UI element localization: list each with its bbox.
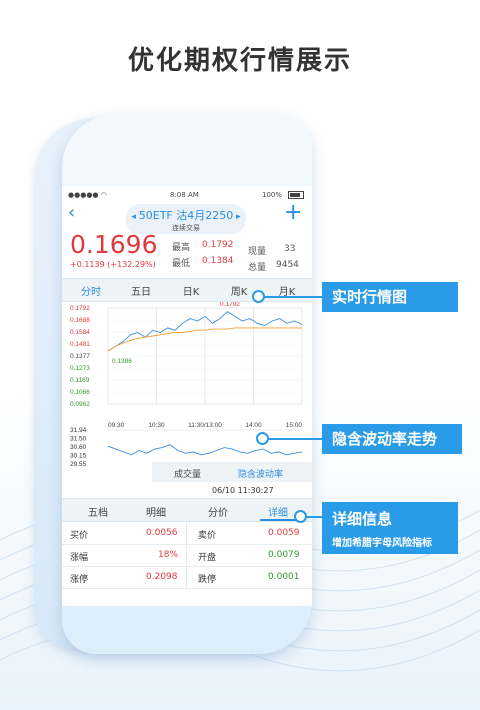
detail-value: 0.0001 — [268, 572, 300, 582]
high-value: 0.1792 — [202, 240, 234, 250]
page-headline: 优化期权行情展示 — [127, 46, 352, 76]
connector-line — [300, 516, 322, 518]
price-y-tick-label: 0.1481 — [70, 341, 90, 348]
price-y-tick-label: 0.1169 — [70, 377, 90, 384]
detail-value: 0.0059 — [268, 528, 300, 538]
callout-details: 详细信息 增加希腊字母风险指标 — [322, 502, 458, 554]
price-y-tick-label: 0.1066 — [70, 389, 90, 396]
tab-intraday[interactable]: 分时 — [81, 287, 101, 298]
timestamp: 06/10 11:30:27 — [212, 486, 274, 495]
battery-percent: 100% — [262, 191, 283, 199]
detail-tabs: 五档 明细 分价 详细 — [62, 498, 312, 522]
tab-details[interactable]: 详细 — [268, 508, 288, 519]
current-volume-label: 现量 — [248, 247, 267, 257]
tab-five-day[interactable]: 五日 — [131, 287, 151, 298]
price-y-tick-label: 0.1792 — [70, 305, 90, 312]
detail-label: 涨幅 — [70, 553, 89, 563]
detail-label: 开盘 — [198, 553, 217, 563]
signal-icon: ●●●●● ◠ — [68, 191, 107, 199]
contract-next-icon[interactable]: ▸ — [233, 212, 241, 222]
tab-volume[interactable]: 成交量 — [174, 470, 202, 480]
contract-selector[interactable]: ◂ 50ETF 沽4月2250 ▸ 连续交易 — [126, 204, 246, 234]
callout-details-title: 详细信息 — [332, 510, 393, 528]
time-axis-tick: 11:30/13:00 — [188, 422, 222, 429]
high-label: 最高 — [172, 243, 191, 253]
price-y-tick-label: 0.1688 — [70, 317, 90, 324]
low-label: 最低 — [172, 259, 191, 269]
detail-row: 涨幅 18% 开盘 0.0079 — [62, 544, 312, 567]
connector-dot — [294, 510, 307, 523]
connector-line — [262, 438, 322, 440]
tab-trades[interactable]: 明细 — [146, 508, 166, 519]
tab-implied-volatility[interactable]: 隐含波动率 — [238, 470, 284, 480]
detail-row: 买价 0.0056 卖价 0.0059 — [62, 522, 312, 545]
add-icon[interactable]: + — [284, 200, 303, 225]
volatility-y-tick-label: 29.55 — [70, 461, 87, 468]
status-bar: ●●●●● ◠ 8:08 AM 100% — [62, 186, 312, 204]
tab-order-book[interactable]: 五档 — [88, 508, 108, 519]
time-axis-tick: 09:30 — [108, 422, 125, 429]
implied-volatility-line — [107, 444, 303, 456]
contract-prev-icon[interactable]: ◂ — [131, 212, 139, 222]
tab-daily-k[interactable]: 日K — [182, 287, 200, 298]
contract-title: 50ETF 沽4月2250 — [138, 209, 234, 222]
detail-label: 涨停 — [70, 575, 89, 585]
connector-line — [258, 296, 322, 298]
back-icon[interactable]: ‹ — [68, 202, 76, 223]
low-annotation: 0.1386 — [112, 358, 132, 365]
price-change: +0.1139 (+132.29%) — [70, 260, 156, 269]
volatility-y-tick-label: 30.15 — [70, 453, 87, 460]
total-volume-label: 总量 — [248, 263, 267, 273]
detail-value: 0.0079 — [268, 550, 300, 560]
active-tab-indicator — [260, 519, 300, 521]
volatility-y-tick-label: 30.60 — [70, 444, 87, 451]
battery-icon — [288, 191, 304, 199]
status-time: 8:08 AM — [170, 191, 199, 199]
callout-details-subtitle: 增加希腊字母风险指标 — [332, 538, 432, 549]
connector-dot — [252, 290, 265, 303]
volatility-y-tick-label: 31.50 — [70, 436, 87, 443]
price-y-tick-label: 0.1377 — [70, 353, 90, 360]
tab-price-distribution[interactable]: 分价 — [208, 508, 228, 519]
detail-label: 跌停 — [198, 575, 217, 585]
current-volume-value: 33 — [284, 244, 296, 254]
column-divider — [186, 522, 187, 588]
detail-label: 卖价 — [198, 531, 217, 541]
period-tabs: 分时 五日 日K 周K 月K — [62, 278, 312, 302]
trading-status: 连续交易 — [172, 224, 200, 232]
total-volume-value: 9454 — [276, 260, 299, 270]
price-line — [107, 311, 303, 352]
detail-value: 0.0056 — [146, 528, 178, 538]
price-y-tick-label: 0.0962 — [70, 401, 90, 408]
time-axis-tick: 10:30 — [148, 422, 165, 429]
tab-monthly-k[interactable]: 月K — [278, 287, 296, 298]
time-axis-tick: 14:00 — [245, 422, 262, 429]
high-annotation: 0.1792 — [220, 302, 240, 308]
last-price: 0.1696 — [70, 230, 158, 259]
price-y-tick-label: 0.1273 — [70, 365, 90, 372]
callout-implied-volatility: 隐含波动率走势 — [322, 424, 462, 454]
detail-label: 买价 — [70, 531, 89, 541]
intraday-chart: 0.1792 0.1688 0.1584 0.1481 0.1377 0.1273 0.11… — [70, 302, 303, 468]
price-y-tick-label: 0.1584 — [70, 329, 90, 336]
callout-realtime-chart: 实时行情图 — [322, 282, 458, 312]
average-price-line — [107, 327, 302, 352]
tab-weekly-k[interactable]: 周K — [230, 287, 248, 298]
phone-frame: ●●●●● ◠ 8:08 AM 100% ‹ ◂ 50ETF 沽4月2250 ▸… — [62, 114, 312, 654]
volatility-y-tick-label: 31.94 — [70, 427, 87, 434]
connector-dot — [256, 432, 269, 445]
app-screen: ●●●●● ◠ 8:08 AM 100% ‹ ◂ 50ETF 沽4月2250 ▸… — [62, 186, 312, 606]
low-value: 0.1384 — [202, 256, 234, 266]
indicator-tabs: 成交量 隐含波动率 — [152, 462, 312, 482]
detail-row: 涨停 0.2098 跌停 0.0001 — [62, 566, 312, 589]
time-axis-tick: 15:00 — [286, 422, 303, 429]
detail-value: 18% — [158, 550, 179, 560]
detail-value: 0.2098 — [146, 572, 178, 582]
